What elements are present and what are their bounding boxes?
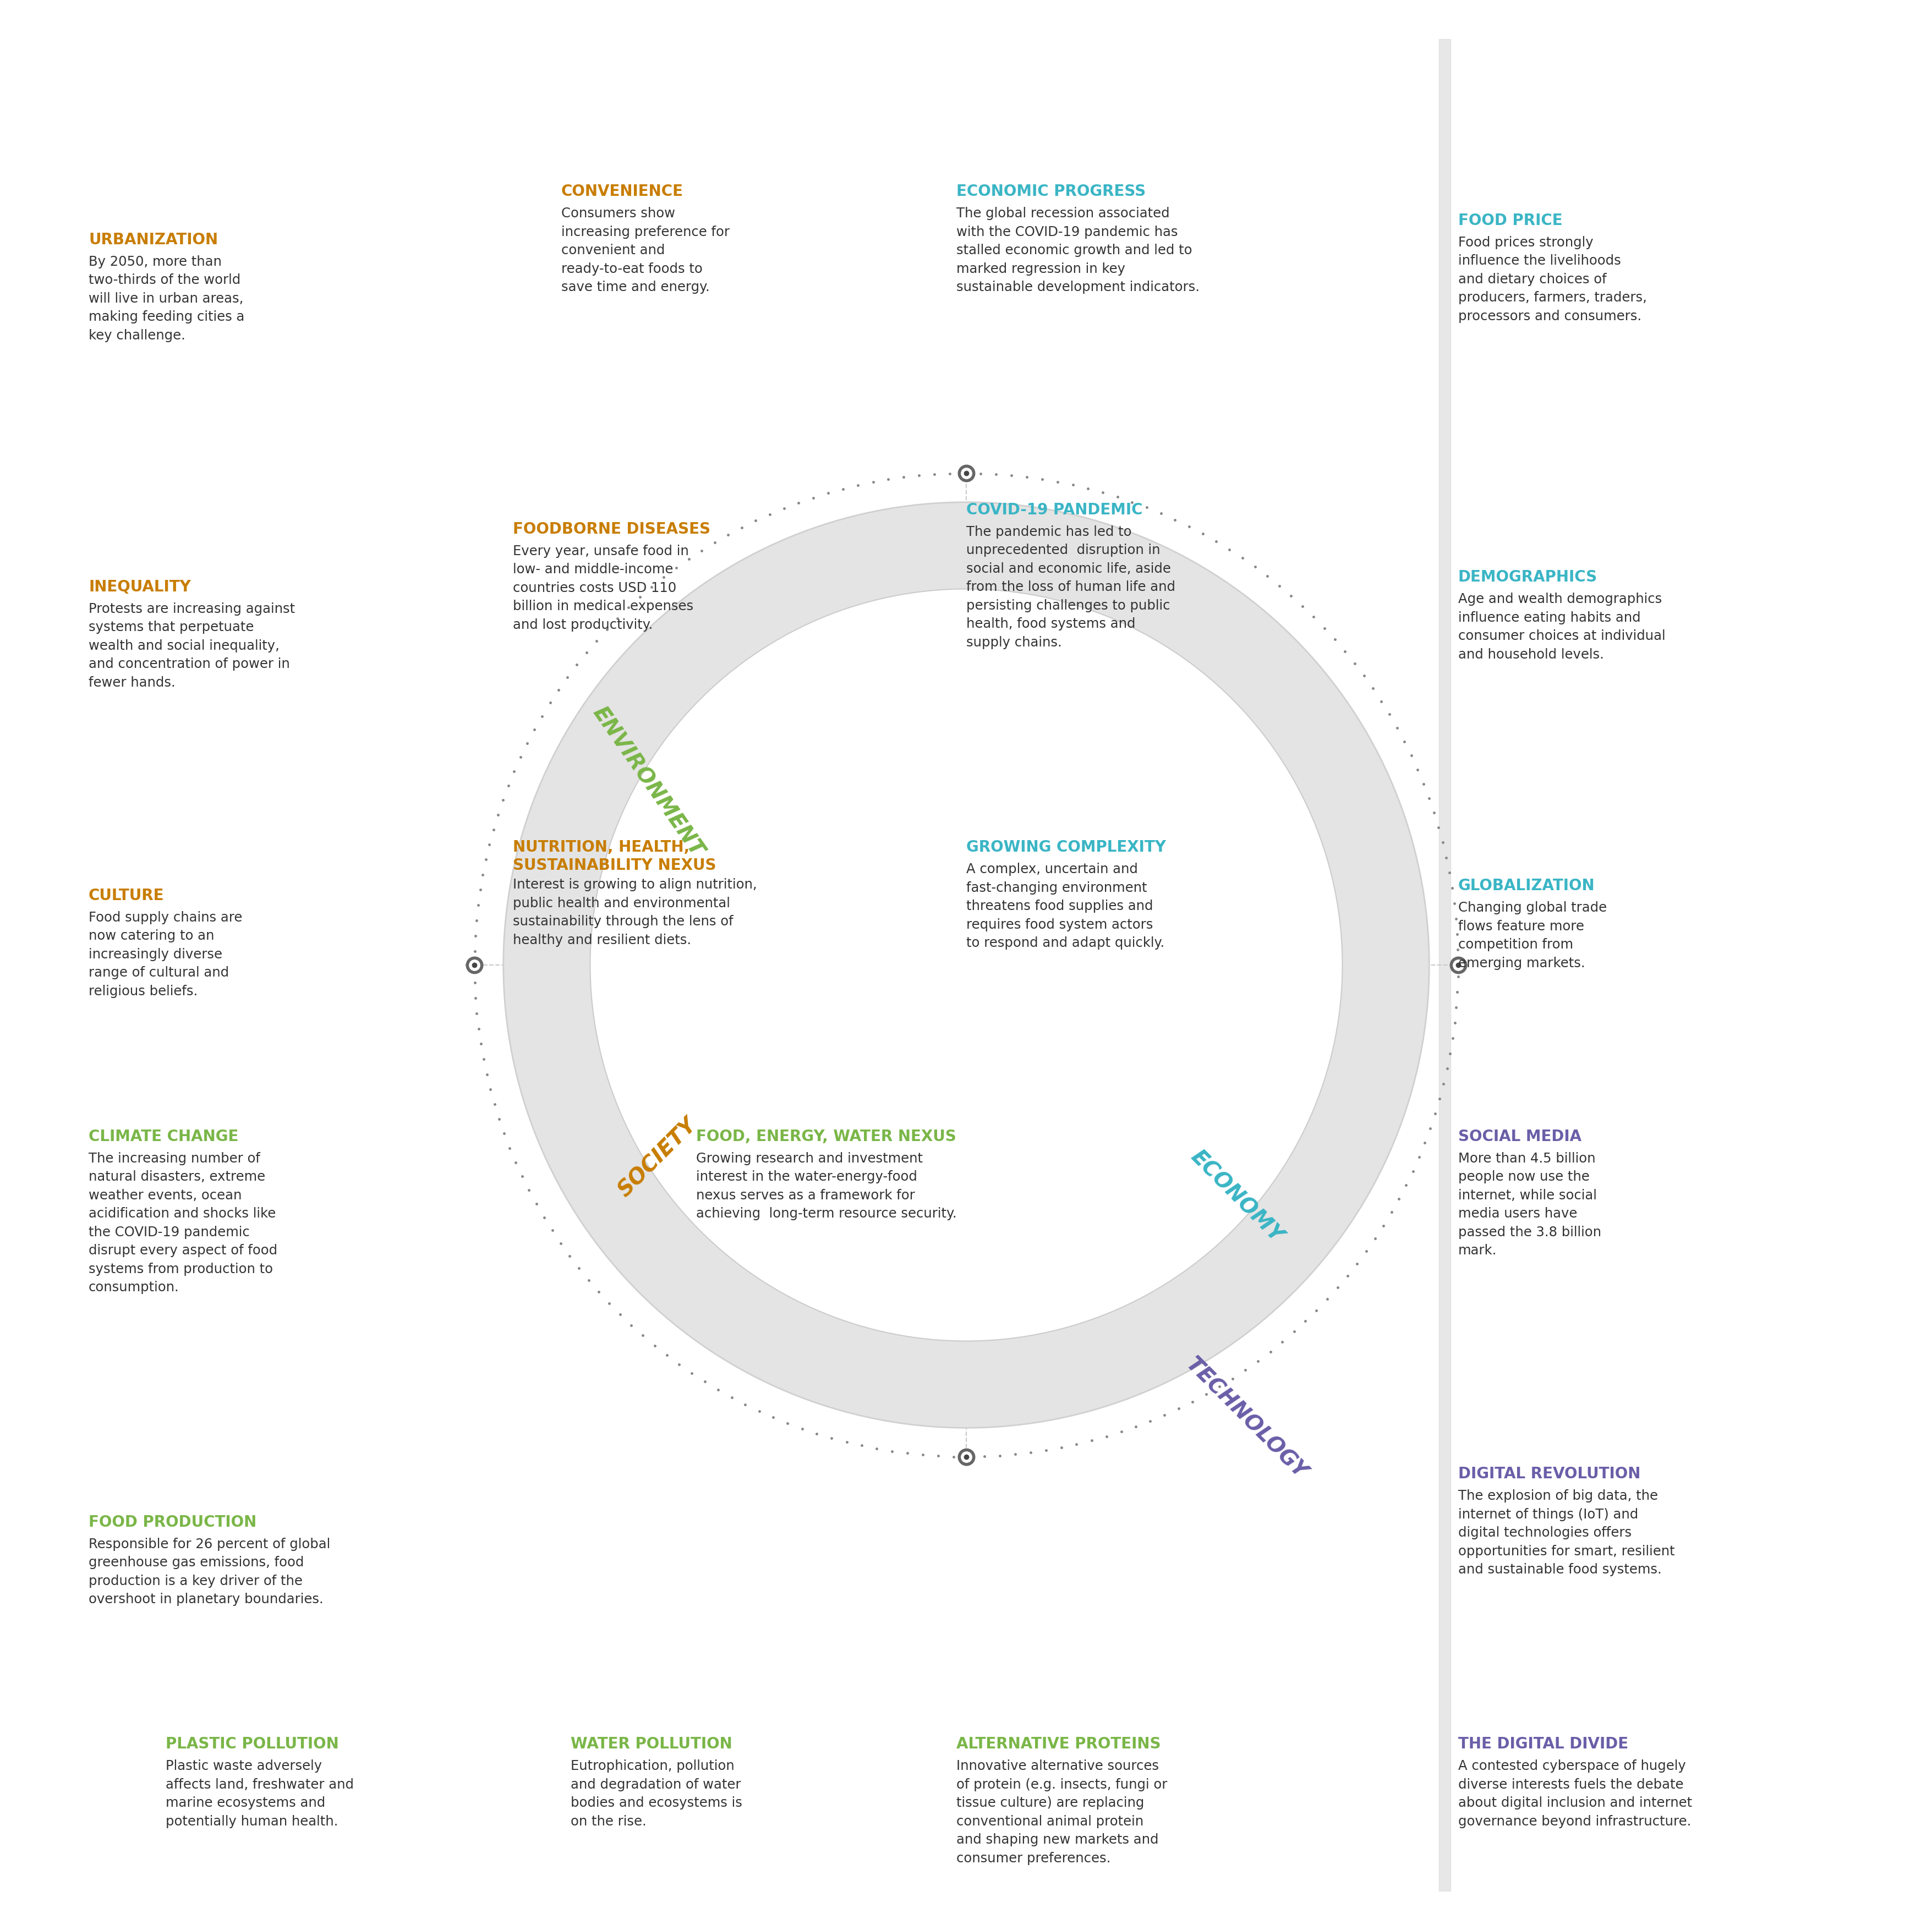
Text: DEMOGRAPHICS: DEMOGRAPHICS — [1459, 569, 1598, 585]
Text: CULTURE: CULTURE — [89, 888, 164, 903]
Text: ENVIRONMENT: ENVIRONMENT — [589, 703, 707, 861]
Text: ECONOMIC PROGRESS: ECONOMIC PROGRESS — [956, 183, 1146, 199]
Text: ALTERNATIVE PROTEINS: ALTERNATIVE PROTEINS — [956, 1737, 1161, 1752]
Text: GLOBALIZATION: GLOBALIZATION — [1459, 878, 1594, 894]
Text: Age and wealth demographics
influence eating habits and
consumer choices at indi: Age and wealth demographics influence ea… — [1459, 593, 1665, 662]
Text: TECHNOLOGY: TECHNOLOGY — [1180, 1353, 1310, 1482]
Text: FOODBORNE DISEASES: FOODBORNE DISEASES — [512, 521, 711, 537]
Text: FOOD PRICE: FOOD PRICE — [1459, 212, 1563, 228]
Text: The explosion of big data, the
internet of things (IoT) and
digital technologies: The explosion of big data, the internet … — [1459, 1490, 1675, 1577]
Text: Plastic waste adversely
affects land, freshwater and
marine ecosystems and
poten: Plastic waste adversely affects land, fr… — [166, 1760, 354, 1828]
Text: Responsible for 26 percent of global
greenhouse gas emissions, food
production i: Responsible for 26 percent of global gre… — [89, 1538, 330, 1606]
Text: A contested cyberspace of hugely
diverse interests fuels the debate
about digita: A contested cyberspace of hugely diverse… — [1459, 1760, 1692, 1828]
Text: COVID-19 PANDEMIC: COVID-19 PANDEMIC — [966, 502, 1142, 517]
Text: CLIMATE CHANGE: CLIMATE CHANGE — [89, 1129, 238, 1144]
Text: Food prices strongly
influence the livelihoods
and dietary choices of
producers,: Food prices strongly influence the livel… — [1459, 235, 1646, 322]
Circle shape — [502, 502, 1430, 1428]
Text: NUTRITION, HEALTH,
SUSTAINABILITY NEXUS: NUTRITION, HEALTH, SUSTAINABILITY NEXUS — [512, 840, 717, 872]
Text: URBANIZATION: URBANIZATION — [89, 232, 218, 247]
Text: Eutrophication, pollution
and degradation of water
bodies and ecosystems is
on t: Eutrophication, pollution and degradatio… — [570, 1760, 742, 1828]
Text: SOCIETY: SOCIETY — [614, 1114, 701, 1200]
Text: CONVENIENCE: CONVENIENCE — [560, 183, 684, 199]
Text: Every year, unsafe food in
low- and middle-income
countries costs USD 110
billio: Every year, unsafe food in low- and midd… — [512, 544, 694, 631]
Text: ECONOMY: ECONOMY — [1186, 1146, 1287, 1247]
Text: Food supply chains are
now catering to an
increasingly diverse
range of cultural: Food supply chains are now catering to a… — [89, 911, 241, 998]
Text: WATER POLLUTION: WATER POLLUTION — [570, 1737, 732, 1752]
Text: FOOD, ENERGY, WATER NEXUS: FOOD, ENERGY, WATER NEXUS — [696, 1129, 956, 1144]
Text: The pandemic has led to
unprecedented  disruption in
social and economic life, a: The pandemic has led to unprecedented di… — [966, 525, 1175, 648]
Text: DIGITAL REVOLUTION: DIGITAL REVOLUTION — [1459, 1467, 1640, 1482]
Text: Interest is growing to align nutrition,
public health and environmental
sustaina: Interest is growing to align nutrition, … — [512, 878, 757, 946]
Text: The increasing number of
natural disasters, extreme
weather events, ocean
acidif: The increasing number of natural disaste… — [89, 1152, 278, 1295]
Text: The global recession associated
with the COVID-19 pandemic has
stalled economic : The global recession associated with the… — [956, 207, 1200, 293]
Text: Innovative alternative sources
of protein (e.g. insects, fungi or
tissue culture: Innovative alternative sources of protei… — [956, 1760, 1167, 1864]
Text: SOCIAL MEDIA: SOCIAL MEDIA — [1459, 1129, 1580, 1144]
Circle shape — [589, 589, 1343, 1341]
Text: PLASTIC POLLUTION: PLASTIC POLLUTION — [166, 1737, 338, 1752]
Text: INEQUALITY: INEQUALITY — [89, 579, 191, 594]
Text: By 2050, more than
two-thirds of the world
will live in urban areas,
making feed: By 2050, more than two-thirds of the wor… — [89, 255, 245, 342]
Text: GROWING COMPLEXITY: GROWING COMPLEXITY — [966, 840, 1165, 855]
Text: THE DIGITAL DIVIDE: THE DIGITAL DIVIDE — [1459, 1737, 1629, 1752]
Text: Consumers show
increasing preference for
convenient and
ready-to-eat foods to
sa: Consumers show increasing preference for… — [560, 207, 730, 293]
Text: More than 4.5 billion
people now use the
internet, while social
media users have: More than 4.5 billion people now use the… — [1459, 1152, 1602, 1256]
Bar — [1439, 39, 1451, 1891]
Text: Changing global trade
flows feature more
competition from
emerging markets.: Changing global trade flows feature more… — [1459, 901, 1605, 969]
Text: Protests are increasing against
systems that perpetuate
wealth and social inequa: Protests are increasing against systems … — [89, 602, 296, 689]
Text: Growing research and investment
interest in the water-energy-food
nexus serves a: Growing research and investment interest… — [696, 1152, 956, 1220]
Text: A complex, uncertain and
fast-changing environment
threatens food supplies and
r: A complex, uncertain and fast-changing e… — [966, 863, 1165, 950]
Text: FOOD PRODUCTION: FOOD PRODUCTION — [89, 1515, 257, 1530]
